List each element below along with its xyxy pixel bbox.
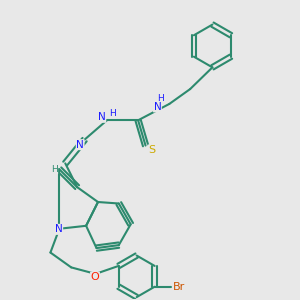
Text: H: H [51, 165, 58, 174]
Text: N: N [76, 140, 84, 150]
Text: H: H [157, 94, 164, 103]
Text: O: O [91, 272, 99, 282]
Text: N: N [154, 102, 161, 112]
Text: N: N [55, 224, 63, 234]
Text: S: S [148, 145, 155, 155]
Text: N: N [98, 112, 106, 122]
Text: H: H [110, 109, 116, 118]
Text: Br: Br [173, 282, 185, 292]
